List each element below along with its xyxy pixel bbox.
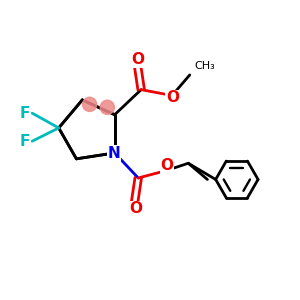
Text: N: N: [108, 146, 121, 161]
Text: O: O: [160, 158, 173, 173]
Circle shape: [100, 100, 114, 114]
Text: F: F: [20, 106, 30, 121]
Text: O: O: [166, 90, 179, 105]
Text: O: O: [129, 201, 142, 216]
Circle shape: [82, 97, 97, 111]
Text: O: O: [132, 52, 145, 67]
Text: F: F: [20, 134, 30, 149]
Text: CH₃: CH₃: [194, 61, 215, 71]
